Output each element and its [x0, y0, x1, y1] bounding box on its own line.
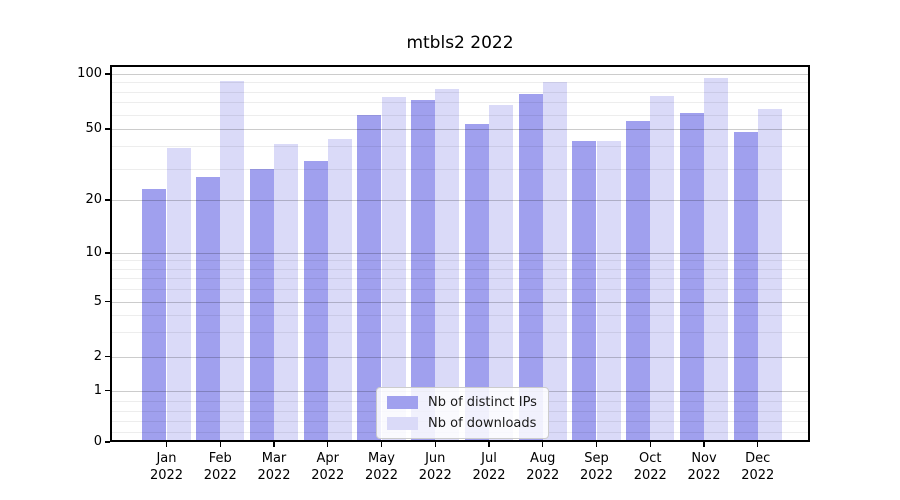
bar-mar-downloads	[274, 144, 299, 442]
y-tick-mark-2	[105, 355, 110, 358]
bar-dec-distinct-ips	[733, 132, 758, 442]
axis-spine-right	[808, 65, 810, 442]
chart-title: mtbls2 2022	[406, 33, 514, 53]
bar-jun-downloads	[435, 88, 460, 442]
plot-area: 100 50 20 10 5 2 1 0 Jan 2022 Feb 2022 Mar 2022 Apr 20…	[77, 65, 810, 483]
y-tick-label-50: 50	[85, 121, 102, 136]
legend: Nb of distinct IPs Nb of downloads	[376, 387, 549, 439]
bar-oct-downloads	[650, 95, 675, 442]
legend-label: Nb of downloads	[428, 416, 537, 431]
bar-oct-distinct-ips	[626, 121, 651, 442]
y-tick-mark-0	[105, 441, 110, 443]
y-tick-mark-50	[105, 128, 110, 130]
legend-item-downloads: Nb of downloads	[387, 416, 537, 431]
legend-label: Nb of distinct IPs	[428, 395, 537, 410]
x-tick-label-aug: Aug 2022	[526, 451, 560, 483]
bar-apr-distinct-ips	[303, 161, 328, 442]
x-tick-label-dec: Dec 2022	[741, 451, 775, 483]
x-tick-mark-mar	[273, 442, 275, 447]
bar-jul-downloads	[489, 104, 514, 442]
y-tick-label-20: 20	[85, 192, 102, 207]
y-tick-label-0: 0	[93, 434, 102, 449]
bar-apr-downloads	[327, 138, 352, 442]
x-tick-mark-jan	[165, 442, 168, 447]
legend-swatch-downloads	[387, 417, 418, 430]
bar-aug-distinct-ips	[518, 93, 543, 442]
bar-jun-distinct-ips	[411, 100, 436, 442]
y-tick-mark-10	[105, 252, 110, 254]
y-tick-mark-1	[105, 389, 110, 392]
x-tick-mark-may	[380, 442, 383, 447]
x-tick-mark-aug	[542, 442, 544, 447]
x-tick-mark-feb	[219, 442, 221, 447]
bar-jan-downloads	[166, 148, 191, 442]
bar-nov-downloads	[704, 78, 729, 442]
x-tick-mark-oct	[649, 442, 651, 447]
x-tick-mark-sep	[595, 442, 598, 447]
y-tick-label-2: 2	[93, 348, 102, 364]
bar-aug-downloads	[542, 82, 567, 442]
legend-item-distinct-ips: Nb of distinct IPs	[387, 395, 537, 410]
x-tick-label-jul: Jul 2022	[472, 451, 506, 483]
bar-may-downloads	[381, 96, 406, 442]
x-tick-label-nov: Nov 2022	[687, 451, 721, 483]
axis-spine-top	[110, 65, 810, 67]
bar-feb-downloads	[220, 80, 245, 442]
y-tick-mark-20	[105, 199, 110, 201]
x-tick-label-jan: Jan 2022	[149, 451, 184, 483]
x-tick-mark-jun	[434, 442, 436, 447]
y-tick-label-100: 100	[77, 66, 102, 81]
x-tick-label-mar: Mar 2022	[257, 451, 291, 483]
y-tick-label-10: 10	[85, 245, 102, 260]
x-tick-mark-apr	[327, 442, 329, 447]
x-tick-mark-jul	[488, 442, 490, 447]
bar-mar-distinct-ips	[249, 168, 274, 442]
x-tick-mark-nov	[703, 442, 705, 447]
bar-sep-downloads	[596, 140, 621, 442]
legend-swatch-distinct-ips	[387, 396, 418, 409]
y-tick-mark-100	[105, 73, 110, 75]
bar-feb-distinct-ips	[196, 176, 221, 442]
bars-layer	[110, 65, 810, 442]
bar-nov-distinct-ips	[679, 113, 704, 442]
x-tick-label-oct: Oct 2022	[633, 451, 667, 483]
x-tick-mark-dec	[757, 442, 759, 447]
bar-dec-downloads	[757, 109, 782, 442]
x-tick-label-apr: Apr 2022	[311, 451, 345, 483]
x-tick-label-jun: Jun 2022	[418, 451, 452, 483]
bar-jan-distinct-ips	[142, 189, 167, 442]
y-tick-mark-5	[105, 300, 110, 303]
y-tick-label-5: 5	[93, 293, 102, 309]
axis-spine-bottom	[110, 440, 810, 442]
axis-spine-left	[110, 65, 112, 442]
x-tick-label-may: May 2022	[364, 451, 399, 483]
bar-sep-distinct-ips	[572, 140, 597, 442]
x-tick-label-sep: Sep 2022	[579, 451, 614, 483]
x-tick-label-feb: Feb 2022	[203, 451, 237, 483]
y-tick-label-1: 1	[93, 382, 102, 398]
